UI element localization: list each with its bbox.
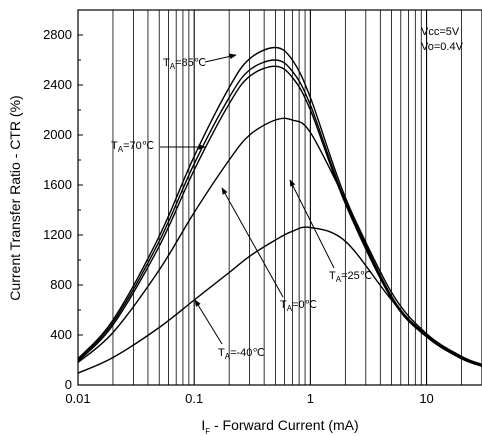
y-axis-title: Current Transfer Ratio - CTR (%) <box>7 95 23 300</box>
annotation-arrow <box>221 187 284 298</box>
axis-ticks <box>78 34 83 386</box>
series-label: TA=-40℃ <box>218 347 265 361</box>
x-axis-title-rest: - Forward Current (mA) <box>210 417 359 433</box>
x-tick-label: 1 <box>307 391 314 406</box>
series-line-2 <box>77 65 482 367</box>
x-tick-label: 10 <box>419 391 433 406</box>
series-line-3 <box>77 117 482 366</box>
condition-vo: Vo=0.4V <box>421 41 464 53</box>
y-tick-label: 1600 <box>43 177 72 192</box>
x-tick-label: 0.01 <box>65 391 90 406</box>
annotation-arrow <box>194 299 223 345</box>
series-label: TA=0℃ <box>280 299 317 313</box>
curve-annotations: TA=25℃ TA=70℃ TA=85℃ TA=0℃ TA=-40℃ <box>111 53 372 361</box>
series-lines <box>77 46 482 374</box>
x-tick-label: 0.1 <box>185 391 203 406</box>
y-tick-label: 2000 <box>43 127 72 142</box>
series-label: TA=70℃ <box>111 140 154 154</box>
y-tick-label: 0 <box>65 377 72 392</box>
x-axis-title-sub: F <box>205 427 210 436</box>
y-tick-label: 2800 <box>43 27 72 42</box>
annotation-arrow <box>204 53 237 63</box>
x-tick-labels: 0.01 0.1 1 10 <box>65 391 433 406</box>
condition-vcc: Vcc=5V <box>421 26 460 38</box>
y-tick-label: 400 <box>50 327 72 342</box>
series-label: TA=25℃ <box>329 270 372 284</box>
y-tick-labels: 0 400 800 1200 1600 2000 2400 2800 <box>43 27 72 392</box>
plot-frame <box>77 9 482 386</box>
y-tick-label: 800 <box>50 277 72 292</box>
annotation-arrow <box>289 179 335 269</box>
x-axis-title: IF - Forward Current (mA) <box>201 417 358 436</box>
x-axis-title-prefix: I <box>201 417 205 433</box>
series-label: TA=85℃ <box>163 57 206 71</box>
grid <box>112 10 482 385</box>
y-tick-label: 2400 <box>43 77 72 92</box>
series-line-4 <box>77 226 482 374</box>
y-tick-label: 1200 <box>43 227 72 242</box>
